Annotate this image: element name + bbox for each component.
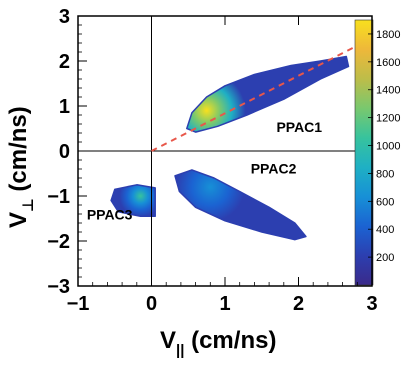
colorbar-tick-label: 200 (376, 252, 394, 264)
plot-area: PPAC1 PPAC2 PPAC3 (78, 16, 372, 286)
y-tick-label: 1 (59, 96, 70, 118)
colorbar-gradient (355, 20, 373, 285)
colorbar-tick-label: 1800 (376, 29, 400, 41)
colorbar-tick-label: 800 (376, 168, 394, 180)
density-regions (110, 55, 350, 241)
x-tick-label: 3 (366, 293, 377, 315)
colorbar-tick-label: 1600 (376, 57, 400, 69)
colorbar-tick-label: 1400 (376, 85, 400, 97)
reference-line-diagonal (151, 46, 355, 152)
density-region-ppac1 (186, 55, 350, 133)
y-axis-title: V⊥ (cm/ns) (5, 106, 37, 228)
region-label-ppac1: PPAC1 (276, 119, 322, 135)
region-label-ppac3: PPAC3 (87, 206, 133, 222)
region-label-ppac2: PPAC2 (251, 161, 297, 177)
x-tick-label: 1 (219, 293, 230, 315)
colorbar-tick-label: 600 (376, 196, 394, 208)
colorbar-tick-label: 1000 (376, 141, 400, 153)
x-tick-label: 0 (146, 293, 157, 315)
colorbar-frame (354, 19, 374, 286)
x-tick-label: 2 (293, 293, 304, 315)
x-axis-title: V|| (cm/ns) (160, 327, 276, 359)
y-tick-label: −3 (47, 276, 70, 298)
colorbar: 200 400 600 800 1000 1200 1400 1600 1800 (354, 19, 400, 286)
colorbar-tick-label: 1200 (376, 113, 400, 125)
y-tick-label: 3 (59, 6, 70, 28)
x-tick-label: −1 (67, 293, 90, 315)
colorbar-tick-label: 400 (376, 224, 394, 236)
axes: −1 0 1 2 3 3 2 1 0 −1 −2 −3 V|| (cm/ns) V⊥ (cm/ns) (5, 6, 378, 359)
density-region-ppac2 (174, 169, 307, 241)
y-tick-label: −2 (47, 231, 70, 253)
density-region-ppac3 (110, 184, 156, 218)
y-tick-label: 0 (59, 141, 70, 163)
y-tick-label: 2 (59, 51, 70, 73)
y-tick-label: −1 (47, 186, 70, 208)
